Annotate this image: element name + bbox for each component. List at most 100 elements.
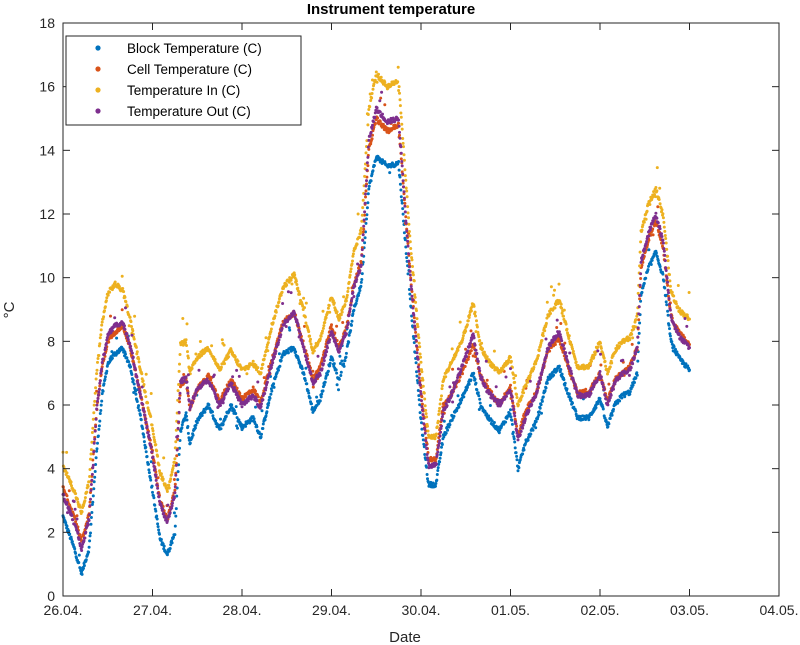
data-point [284, 325, 288, 328]
data-point [618, 399, 622, 403]
data-point [162, 511, 166, 515]
data-point [65, 471, 69, 475]
data-point [516, 469, 520, 473]
data-point [167, 514, 171, 518]
data-point [668, 273, 671, 277]
data-point [346, 290, 350, 293]
data-point [407, 222, 411, 226]
data-point [124, 352, 127, 356]
data-point [274, 349, 278, 353]
data-point [424, 412, 428, 416]
data-point [209, 378, 213, 382]
data-point [78, 566, 82, 570]
data-point [77, 537, 81, 541]
data-point [417, 398, 421, 402]
data-point [365, 206, 369, 210]
data-point [370, 137, 374, 141]
data-point [610, 413, 614, 417]
data-point [143, 417, 147, 421]
data-point [640, 228, 644, 232]
data-point [425, 415, 429, 419]
data-point [664, 237, 668, 240]
data-point [80, 549, 84, 552]
data-point [541, 334, 545, 338]
data-point [541, 331, 545, 335]
data-point [296, 286, 300, 290]
data-point [569, 397, 573, 401]
data-point [419, 417, 423, 421]
data-point [319, 395, 323, 399]
data-point [149, 415, 153, 418]
data-point [408, 273, 412, 277]
data-point [318, 365, 322, 369]
data-point [86, 523, 90, 527]
data-point [306, 389, 310, 393]
data-point [174, 514, 178, 518]
data-point [178, 396, 181, 400]
data-point [409, 247, 413, 250]
data-point [125, 356, 129, 360]
data-point [440, 394, 443, 398]
data-point [485, 412, 489, 416]
data-point [362, 218, 366, 222]
data-point [508, 412, 512, 416]
data-point [398, 104, 402, 108]
data-point [146, 431, 150, 434]
data-point [321, 389, 325, 393]
data-point [482, 350, 486, 354]
data-point [294, 350, 298, 354]
data-point [173, 457, 177, 461]
data-point [65, 501, 69, 504]
data-point [296, 324, 300, 328]
data-point [565, 387, 569, 391]
data-point [364, 184, 368, 188]
data-point [448, 385, 452, 389]
data-point [509, 359, 513, 363]
data-point [379, 96, 383, 100]
data-point [365, 213, 369, 217]
data-point [403, 174, 407, 178]
data-point [431, 481, 435, 485]
data-point [280, 326, 284, 330]
data-point [440, 445, 443, 449]
data-point [289, 291, 293, 295]
data-point [149, 460, 153, 464]
data-point [269, 366, 273, 370]
data-point [274, 375, 278, 379]
data-point [148, 476, 152, 480]
data-point [469, 309, 473, 313]
data-point [101, 389, 105, 393]
data-point [383, 80, 387, 84]
data-point [142, 440, 146, 444]
data-point [110, 329, 114, 333]
data-point [151, 490, 154, 494]
data-point [408, 269, 412, 273]
data-point [369, 130, 373, 134]
data-point [373, 115, 377, 119]
data-point [103, 305, 107, 309]
data-point [89, 483, 93, 486]
data-point [266, 349, 270, 353]
data-point [438, 439, 442, 442]
data-point [94, 425, 98, 429]
data-point [639, 277, 643, 280]
data-point [648, 203, 652, 206]
data-point [92, 450, 96, 454]
data-point [415, 317, 419, 321]
data-point [356, 212, 360, 216]
data-point [129, 320, 133, 324]
data-point [159, 538, 163, 541]
data-point [475, 319, 478, 323]
data-point [420, 405, 424, 409]
data-point [407, 216, 410, 220]
data-point [318, 373, 322, 377]
data-point [350, 323, 353, 327]
data-point [396, 80, 400, 84]
data-point [670, 290, 674, 294]
data-point [401, 181, 405, 185]
data-point [77, 553, 81, 557]
data-point [426, 477, 429, 481]
data-point [143, 413, 147, 417]
data-point [573, 357, 577, 361]
data-point [584, 387, 588, 391]
